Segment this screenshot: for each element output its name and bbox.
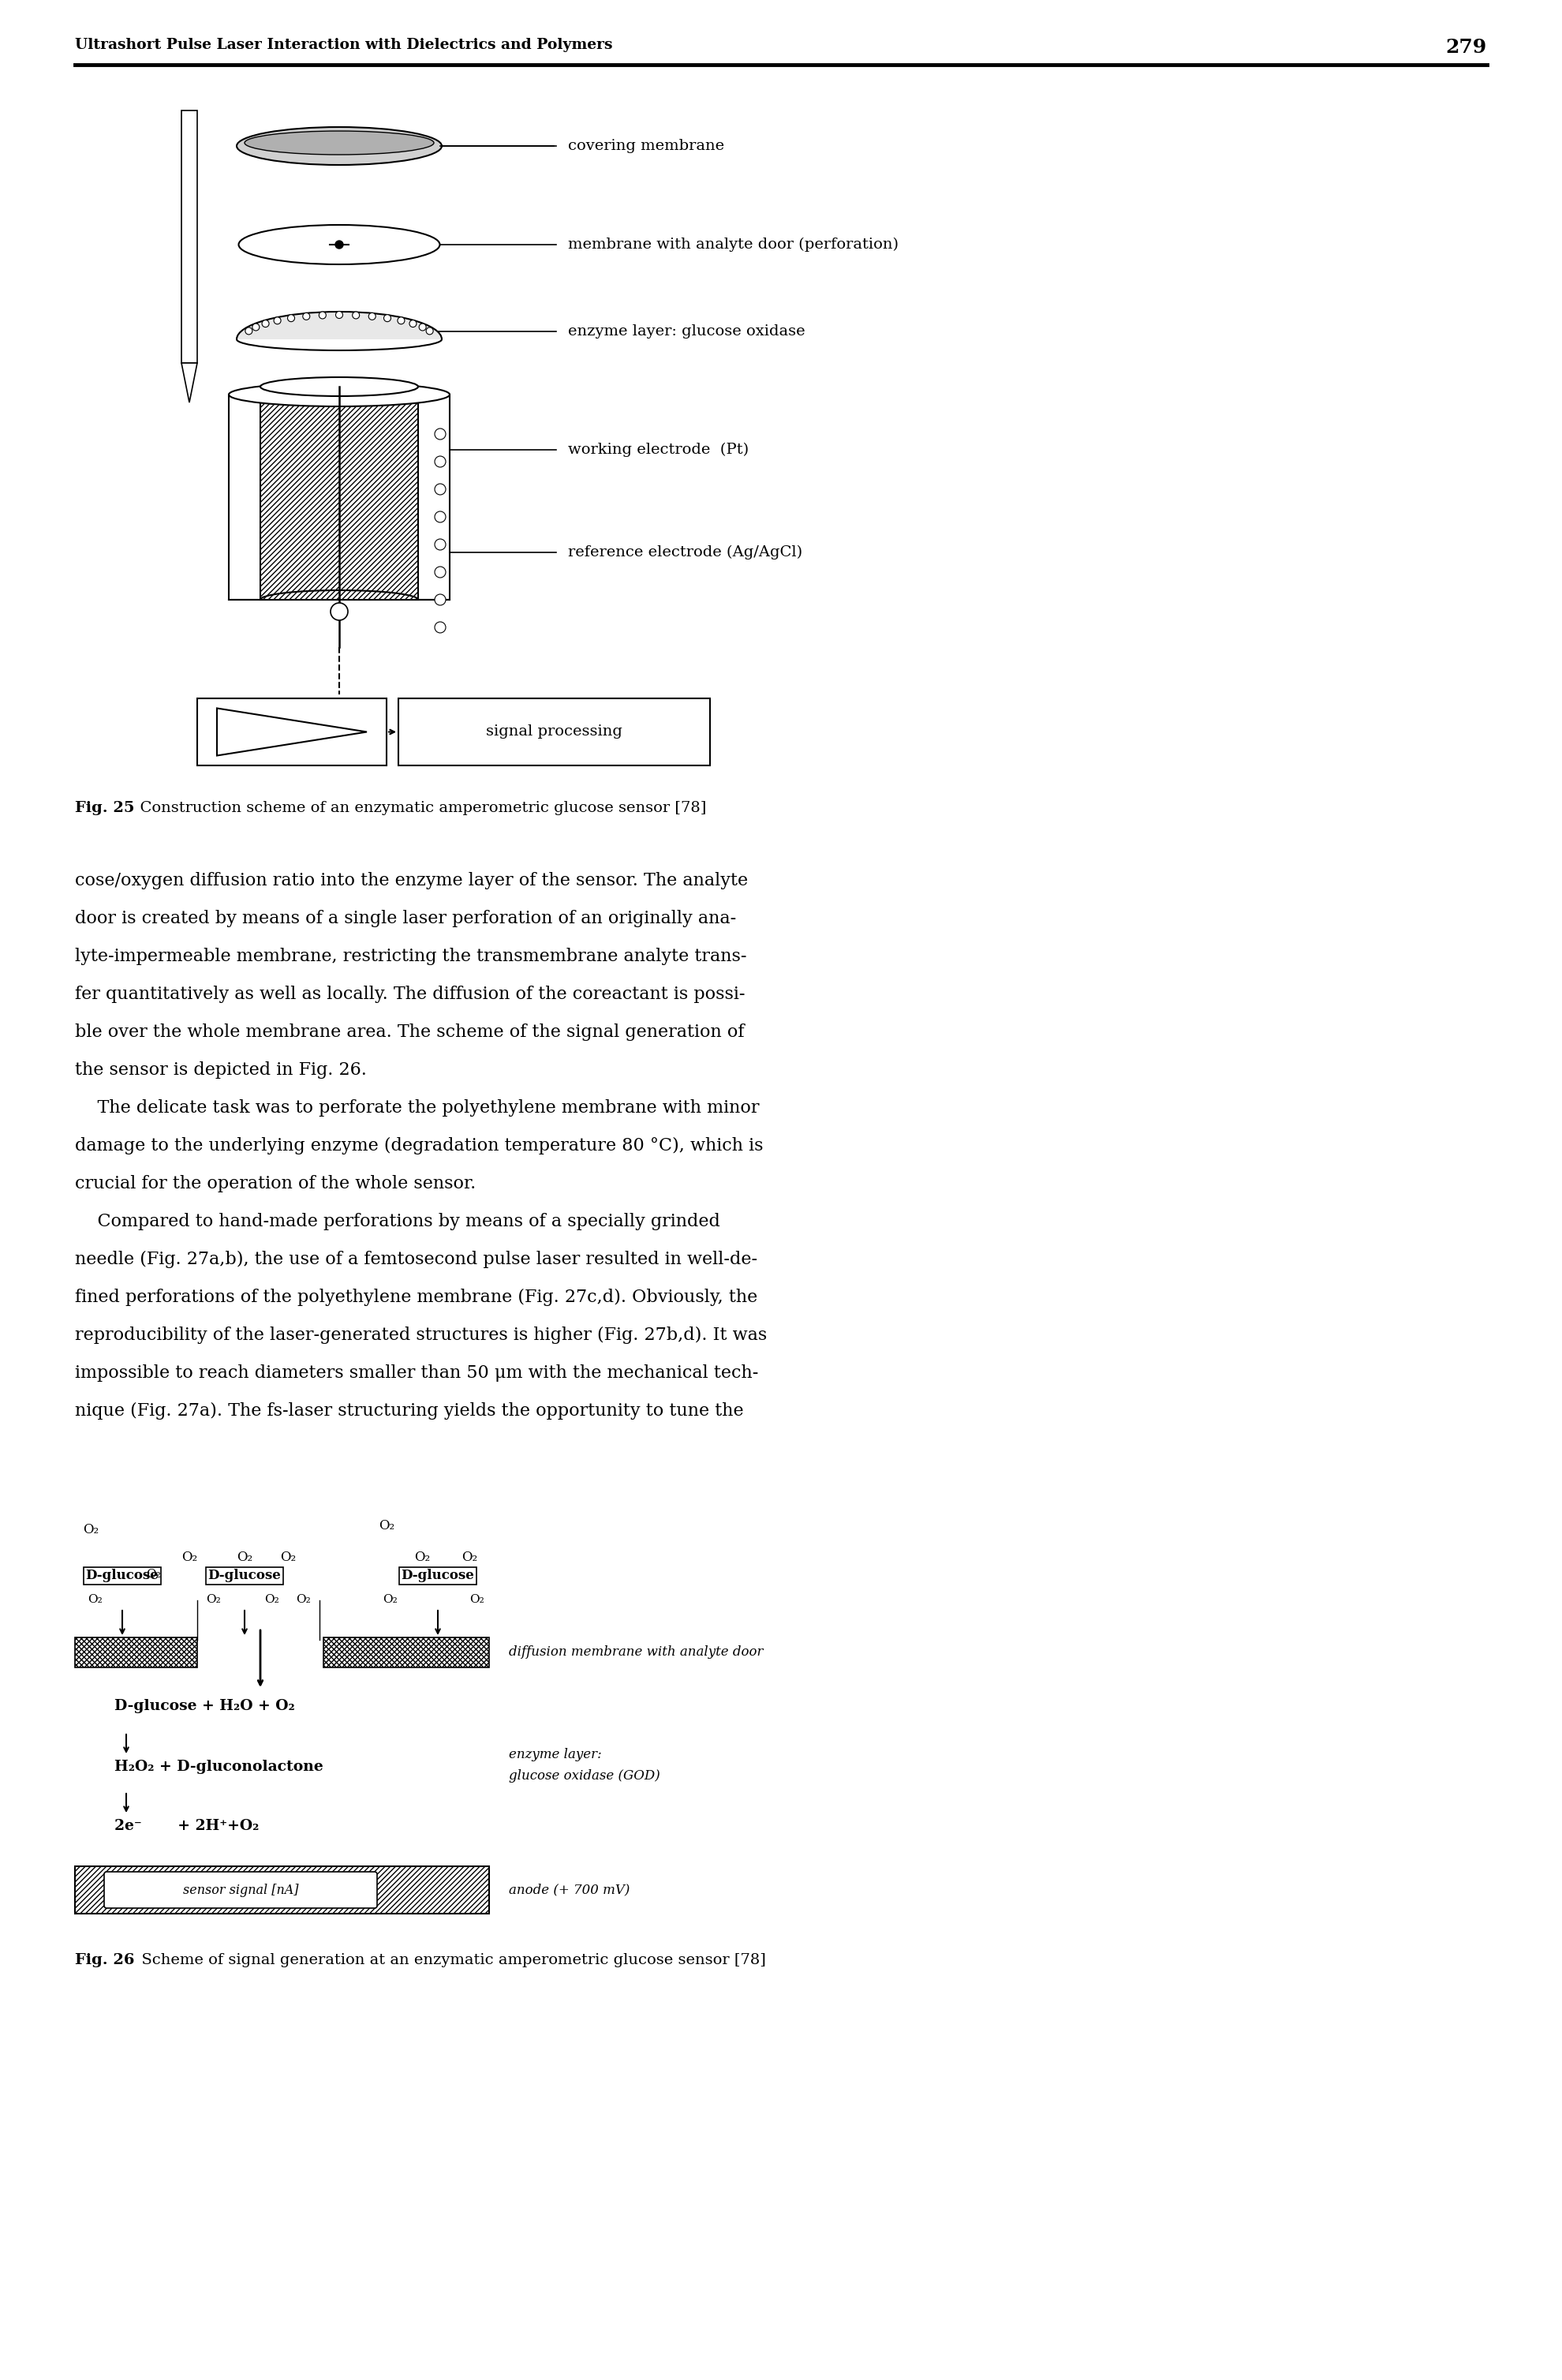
Ellipse shape	[434, 566, 445, 578]
FancyBboxPatch shape	[398, 697, 711, 766]
Text: nique (Fig. 27a). The fs-laser structuring yields the opportunity to tune the: nique (Fig. 27a). The fs-laser structuri…	[75, 1402, 744, 1421]
Text: lyte-impermeable membrane, restricting the transmembrane analyte trans-: lyte-impermeable membrane, restricting t…	[75, 947, 747, 966]
Ellipse shape	[239, 224, 440, 264]
Ellipse shape	[434, 621, 445, 633]
Ellipse shape	[434, 483, 445, 495]
Ellipse shape	[262, 319, 269, 326]
Ellipse shape	[353, 312, 359, 319]
Ellipse shape	[384, 314, 390, 321]
FancyBboxPatch shape	[75, 1637, 197, 1668]
FancyBboxPatch shape	[105, 1871, 376, 1909]
Text: cose/oxygen diffusion ratio into the enzyme layer of the sensor. The analyte: cose/oxygen diffusion ratio into the enz…	[75, 871, 748, 890]
FancyBboxPatch shape	[197, 697, 386, 766]
Ellipse shape	[228, 383, 450, 407]
Text: enzyme layer:: enzyme layer:	[509, 1747, 601, 1761]
Text: Construction scheme of an enzymatic amperometric glucose sensor [78]: Construction scheme of an enzymatic ampe…	[130, 802, 706, 816]
Text: impossible to reach diameters smaller than 50 μm with the mechanical tech-: impossible to reach diameters smaller th…	[75, 1364, 759, 1383]
Text: needle (Fig. 27a,b), the use of a femtosecond pulse laser resulted in well-de-: needle (Fig. 27a,b), the use of a femtos…	[75, 1252, 758, 1269]
Ellipse shape	[426, 328, 433, 336]
FancyBboxPatch shape	[75, 1866, 489, 1914]
Ellipse shape	[273, 317, 281, 324]
Text: The delicate task was to perforate the polyethylene membrane with minor: The delicate task was to perforate the p…	[75, 1100, 759, 1116]
Text: O₂: O₂	[236, 1552, 253, 1564]
Text: Fig. 26: Fig. 26	[75, 1954, 134, 1968]
Polygon shape	[181, 364, 197, 402]
Text: fer quantitatively as well as locally. The diffusion of the coreactant is possi-: fer quantitatively as well as locally. T…	[75, 985, 745, 1002]
Polygon shape	[237, 312, 442, 340]
Text: fined perforations of the polyethylene membrane (Fig. 27c,d). Obviously, the: fined perforations of the polyethylene m…	[75, 1288, 758, 1307]
Ellipse shape	[303, 312, 309, 319]
Ellipse shape	[261, 376, 419, 395]
Ellipse shape	[434, 512, 445, 521]
Text: O₂: O₂	[297, 1595, 311, 1604]
Ellipse shape	[369, 312, 376, 319]
Text: D-glucose: D-glucose	[86, 1568, 159, 1583]
Text: H₂O₂ + D-gluconolactone: H₂O₂ + D-gluconolactone	[114, 1759, 323, 1773]
Text: O₂: O₂	[280, 1552, 295, 1564]
Ellipse shape	[409, 319, 417, 326]
Text: signal processing: signal processing	[486, 726, 622, 740]
Ellipse shape	[331, 602, 348, 621]
Ellipse shape	[336, 312, 342, 319]
Text: D-glucose + H₂O + O₂: D-glucose + H₂O + O₂	[114, 1699, 295, 1714]
Text: crucial for the operation of the whole sensor.: crucial for the operation of the whole s…	[75, 1176, 476, 1192]
Text: Fig. 25: Fig. 25	[75, 802, 134, 816]
Ellipse shape	[245, 131, 434, 155]
Ellipse shape	[434, 538, 445, 550]
Ellipse shape	[245, 328, 253, 336]
Text: O₂: O₂	[147, 1568, 161, 1580]
Text: diffusion membrane with analyte door: diffusion membrane with analyte door	[509, 1645, 764, 1659]
Text: O₂: O₂	[83, 1523, 98, 1537]
Text: O₂: O₂	[470, 1595, 484, 1604]
Text: O₂: O₂	[414, 1552, 430, 1564]
Text: O₂: O₂	[266, 1595, 280, 1604]
Text: 2e⁻       + 2H⁺+O₂: 2e⁻ + 2H⁺+O₂	[114, 1818, 259, 1833]
Ellipse shape	[419, 324, 426, 331]
Text: damage to the underlying enzyme (degradation temperature 80 °C), which is: damage to the underlying enzyme (degrada…	[75, 1138, 764, 1154]
Ellipse shape	[434, 428, 445, 440]
Text: O₂: O₂	[181, 1552, 197, 1564]
FancyBboxPatch shape	[323, 1637, 489, 1668]
Text: reference electrode (Ag/AgCl): reference electrode (Ag/AgCl)	[569, 545, 803, 559]
Text: D-glucose: D-glucose	[401, 1568, 475, 1583]
Text: D-glucose: D-glucose	[208, 1568, 281, 1583]
Text: sensor signal [nA]: sensor signal [nA]	[183, 1883, 298, 1897]
Text: the sensor is depicted in Fig. 26.: the sensor is depicted in Fig. 26.	[75, 1061, 367, 1078]
Text: Compared to hand-made perforations by means of a specially grinded: Compared to hand-made perforations by me…	[75, 1214, 720, 1230]
Text: O₂: O₂	[206, 1595, 220, 1604]
Text: door is created by means of a single laser perforation of an originally ana-: door is created by means of a single las…	[75, 909, 736, 928]
Text: glucose oxidase (GOD): glucose oxidase (GOD)	[509, 1768, 661, 1783]
Text: Scheme of signal generation at an enzymatic amperometric glucose sensor [78]: Scheme of signal generation at an enzyma…	[131, 1954, 765, 1968]
Text: membrane with analyte door (perforation): membrane with analyte door (perforation)	[569, 238, 898, 252]
Text: reproducibility of the laser-generated structures is higher (Fig. 27b,d). It was: reproducibility of the laser-generated s…	[75, 1326, 767, 1345]
Text: O₂: O₂	[461, 1552, 478, 1564]
FancyBboxPatch shape	[181, 109, 197, 364]
Ellipse shape	[336, 240, 344, 248]
Ellipse shape	[253, 324, 259, 331]
Ellipse shape	[434, 457, 445, 466]
Ellipse shape	[287, 314, 295, 321]
FancyBboxPatch shape	[261, 386, 419, 600]
FancyBboxPatch shape	[228, 395, 450, 600]
Text: ble over the whole membrane area. The scheme of the signal generation of: ble over the whole membrane area. The sc…	[75, 1023, 745, 1040]
Text: working electrode  (Pt): working electrode (Pt)	[569, 443, 748, 457]
Ellipse shape	[319, 312, 326, 319]
Ellipse shape	[237, 126, 442, 164]
Text: 279: 279	[1446, 38, 1487, 57]
Text: covering membrane: covering membrane	[569, 138, 725, 152]
Text: O₂: O₂	[378, 1518, 395, 1533]
Ellipse shape	[398, 317, 405, 324]
Text: anode (+ 700 mV): anode (+ 700 mV)	[509, 1883, 629, 1897]
Ellipse shape	[434, 595, 445, 605]
Text: enzyme layer: glucose oxidase: enzyme layer: glucose oxidase	[569, 324, 804, 338]
Text: Ultrashort Pulse Laser Interaction with Dielectrics and Polymers: Ultrashort Pulse Laser Interaction with …	[75, 38, 612, 52]
Text: O₂: O₂	[383, 1595, 398, 1604]
Text: O₂: O₂	[87, 1595, 102, 1604]
